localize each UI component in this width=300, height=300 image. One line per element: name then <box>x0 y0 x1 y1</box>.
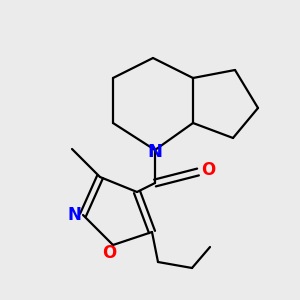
Text: N: N <box>67 206 81 224</box>
Text: O: O <box>102 244 116 262</box>
Text: O: O <box>201 161 215 179</box>
Text: N: N <box>148 143 163 161</box>
